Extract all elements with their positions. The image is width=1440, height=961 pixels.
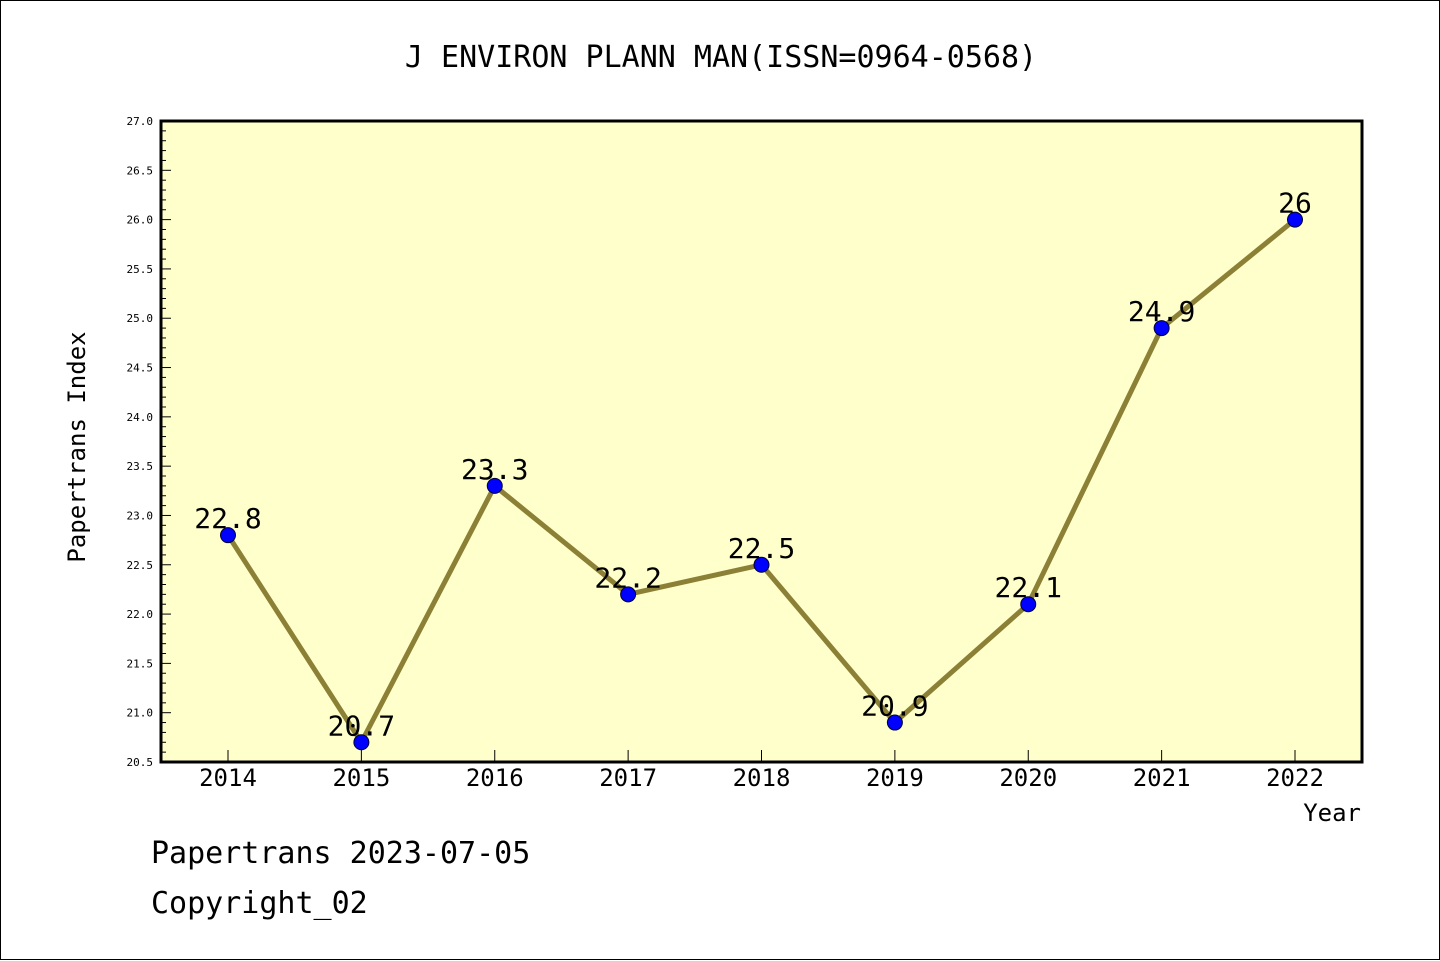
- y-axis: 20.5 21.0 21.5 22.0 22.5 23.0 23.5 24.0 24.5 25.0…: [127, 115, 171, 769]
- footer-copyright: Copyright_02: [151, 886, 368, 921]
- footer-date-line: Papertrans 2023-07-05: [151, 836, 531, 871]
- y-tick-label: 26.0: [127, 214, 154, 227]
- x-axis: 2014 2015 2016 2017 2018 2019 2020 2021 2022: [199, 750, 1324, 792]
- data-label: 26: [1278, 187, 1312, 220]
- x-tick-label: 2019: [866, 764, 924, 792]
- data-point: [1020, 596, 1037, 613]
- x-tick-label: 2016: [466, 764, 524, 792]
- data-label: 22.2: [594, 561, 661, 594]
- data-label: 22.1: [995, 571, 1062, 604]
- data-label: 22.8: [194, 502, 261, 535]
- y-tick-label: 22.0: [127, 608, 154, 621]
- data-point: [620, 586, 637, 603]
- data-label: 20.9: [861, 690, 928, 723]
- y-tick-label: 21.0: [127, 707, 154, 720]
- y-tick-label: 25.0: [127, 312, 154, 325]
- y-axis-label: Papertrans Index: [63, 331, 91, 562]
- chart-title: J ENVIRON PLANN MAN(ISSN=0964-0568): [405, 40, 1037, 75]
- data-label: 20.7: [328, 709, 395, 742]
- y-tick-label: 20.5: [127, 756, 154, 769]
- x-tick-label: 2015: [332, 764, 390, 792]
- data-label: 24.9: [1128, 295, 1195, 328]
- x-axis-label: Year: [1303, 799, 1361, 827]
- plot-area: [159, 119, 1364, 764]
- data-point: [753, 556, 770, 573]
- x-tick-label: 2020: [999, 764, 1057, 792]
- y-tick-label: 23.5: [127, 460, 154, 473]
- y-tick-label: 24.5: [127, 362, 154, 375]
- y-tick-label: 26.5: [127, 164, 154, 177]
- data-point: [486, 477, 503, 494]
- data-label: 23.3: [461, 453, 528, 486]
- data-point: [886, 714, 903, 731]
- y-tick-label: 24.0: [127, 411, 154, 424]
- x-tick-label: 2014: [199, 764, 257, 792]
- y-tick-label: 21.5: [127, 657, 154, 670]
- data-point: [220, 527, 236, 544]
- data-point: [1153, 320, 1170, 337]
- y-tick-label: 25.5: [127, 263, 154, 276]
- x-tick-label: 2017: [599, 764, 657, 792]
- y-tick-label: 22.5: [127, 559, 154, 572]
- data-point: [1287, 211, 1303, 228]
- x-tick-label: 2021: [1133, 764, 1191, 792]
- data-series: 22.8 20.7 23.3 22.2 22.5 20.9 22.1 24.9 26: [194, 187, 1312, 751]
- data-point: [353, 734, 370, 751]
- y-tick-label: 27.0: [127, 115, 154, 128]
- data-label: 22.5: [728, 532, 795, 565]
- y-tick-label: 23.0: [127, 509, 154, 522]
- x-tick-label: 2018: [733, 764, 791, 792]
- x-tick-label: 2022: [1266, 764, 1324, 792]
